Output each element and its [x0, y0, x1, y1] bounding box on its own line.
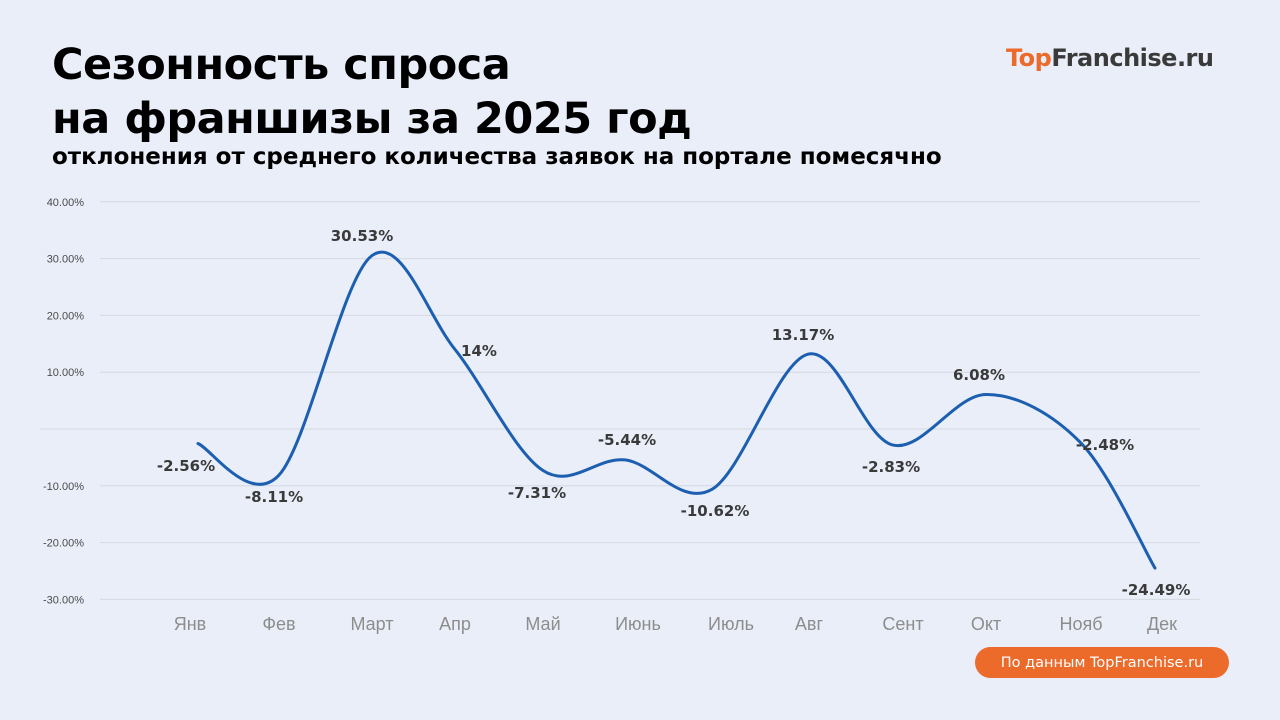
y-tick-label: -20.00% — [43, 538, 84, 550]
y-tick-label: 20.00% — [47, 310, 85, 322]
y-axis-ticks: 40.00% 30.00% 20.00% 10.00% -10.00% -20.00% -3… — [43, 197, 84, 607]
data-label: -2.56% — [157, 457, 215, 475]
x-category-label: Июнь — [615, 614, 661, 634]
data-label: -2.48% — [1076, 436, 1134, 454]
data-label: 14% — [461, 342, 497, 360]
x-category-label: Май — [525, 614, 560, 634]
logo-part-top: Top — [1006, 44, 1052, 72]
data-label: -2.83% — [862, 458, 920, 476]
data-label: 30.53% — [331, 227, 393, 245]
x-category-label: Окт — [971, 614, 1001, 634]
y-tick-label: -10.00% — [43, 481, 84, 493]
data-label: -10.62% — [681, 502, 750, 520]
x-category-label: Март — [350, 614, 393, 634]
grid-layer — [40, 201, 1200, 600]
data-label: 6.08% — [953, 366, 1005, 384]
x-category-label: Нояб — [1059, 614, 1102, 634]
y-tick-label: 40.00% — [47, 197, 85, 209]
source-badge[interactable]: По данным TopFranchise.ru — [975, 647, 1229, 678]
data-labels: -2.56% -8.11% 30.53% 14% -7.31% -5.44% -10.62%… — [157, 227, 1190, 599]
chart-title: Сезонность спроса на франшизы за 2025 го… — [52, 38, 692, 146]
data-label: -24.49% — [1122, 581, 1191, 599]
title-line-2: на франшизы за 2025 год — [52, 94, 692, 144]
data-label: -8.11% — [245, 488, 303, 506]
y-tick-label: -30.00% — [43, 594, 84, 606]
topfranchise-logo: TopFranchise.ru — [1006, 44, 1214, 72]
series-line — [196, 250, 1157, 570]
data-label: 13.17% — [772, 326, 834, 344]
y-tick-label: 30.00% — [47, 254, 85, 266]
data-label: -7.31% — [508, 484, 566, 502]
x-category-label: Дек — [1147, 614, 1177, 634]
chart-subtitle: отклонения от среднего количества заявок… — [52, 144, 942, 170]
title-line-1: Сезонность спроса — [52, 40, 511, 90]
x-category-label: Апр — [439, 614, 471, 634]
data-label: -5.44% — [598, 431, 656, 449]
x-category-label: Фев — [262, 614, 295, 634]
x-category-label: Сент — [882, 614, 923, 634]
x-axis-categories: Янв Фев Март Апр Май Июнь Июль Авг Сент Окт Нояб Де… — [174, 614, 1177, 634]
y-tick-label: 10.00% — [47, 367, 85, 379]
x-category-label: Авг — [795, 614, 824, 634]
logo-part-rest: Franchise.ru — [1051, 44, 1214, 72]
x-category-label: Июль — [708, 614, 754, 634]
x-category-label: Янв — [174, 614, 207, 634]
